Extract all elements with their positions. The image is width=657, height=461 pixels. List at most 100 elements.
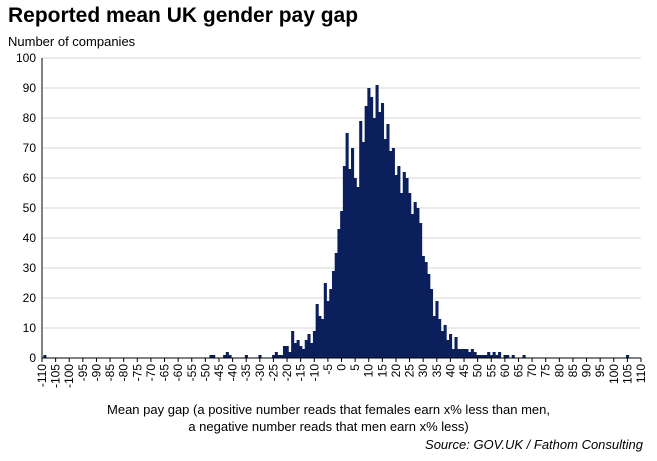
x-tick-label: 35 xyxy=(430,364,444,378)
y-tick-label: 50 xyxy=(23,201,37,215)
x-tick-label: -15 xyxy=(294,364,308,382)
histogram-bar xyxy=(356,187,360,358)
x-tick-marks xyxy=(41,358,642,362)
histogram-bar xyxy=(394,175,398,358)
y-tick-label: 20 xyxy=(23,291,37,305)
x-tick-labels: -110 -105 -100 -95 -90 -85 -80 -75 -70 -65 -60 -55-… xyxy=(35,364,648,388)
histogram-bar xyxy=(372,118,376,358)
histogram-bar xyxy=(285,346,289,358)
x-tick-label: 25 xyxy=(403,364,417,378)
x-tick-label: 100 xyxy=(607,364,621,384)
histogram-bar xyxy=(511,355,515,358)
histogram-bar xyxy=(438,319,442,358)
x-tick-label: -90 xyxy=(89,364,103,382)
histogram-bar xyxy=(484,355,488,358)
histogram-bar xyxy=(380,103,385,358)
gridlines xyxy=(42,57,641,329)
histogram-bar xyxy=(457,349,461,358)
histogram-bar xyxy=(359,121,363,358)
histogram-bar xyxy=(440,331,444,358)
x-tick-label: -50 xyxy=(198,364,212,382)
x-tick-label: -20 xyxy=(280,364,294,382)
histogram-bar xyxy=(340,211,344,358)
histogram-bar xyxy=(378,112,382,358)
histogram-bar xyxy=(429,289,434,358)
histogram-bar xyxy=(43,355,47,358)
x-tick-label: -100 xyxy=(62,364,76,388)
histogram-bar xyxy=(421,256,425,358)
x-tick-label: -35 xyxy=(239,364,253,382)
x-tick-label: 75 xyxy=(539,364,553,378)
x-tick-label: 105 xyxy=(620,364,634,384)
histogram-bar xyxy=(492,352,496,358)
histogram-bar xyxy=(288,352,292,358)
y-tick-label: 40 xyxy=(23,231,37,245)
x-tick-label: -25 xyxy=(266,364,280,382)
y-axis-label: Number of companies xyxy=(8,34,136,49)
histogram-bar xyxy=(443,325,447,358)
x-tick-label: 65 xyxy=(511,364,525,378)
histogram-bar xyxy=(296,340,300,358)
histogram-bar xyxy=(408,193,412,358)
histogram-bars xyxy=(43,85,630,358)
x-tick-label: 50 xyxy=(471,364,485,378)
x-axis-label: Mean pay gap (a positive number reads th… xyxy=(0,401,657,435)
x-tick-label: 20 xyxy=(389,364,403,378)
histogram-bar xyxy=(342,166,346,358)
x-tick-label: -60 xyxy=(171,364,185,382)
histogram-bar xyxy=(345,133,349,358)
histogram-bar xyxy=(209,355,213,358)
x-tick-label: -75 xyxy=(130,364,144,382)
x-tick-label: -55 xyxy=(185,364,199,382)
x-tick-label: -85 xyxy=(103,364,117,382)
histogram-bar xyxy=(302,349,306,358)
x-tick-label: -40 xyxy=(226,364,240,382)
x-tick-label: 15 xyxy=(375,364,389,378)
histogram-bar xyxy=(446,340,450,358)
histogram-bar xyxy=(416,208,420,358)
histogram-bar xyxy=(427,274,431,358)
x-tick-label: -45 xyxy=(212,364,226,382)
histogram-bar xyxy=(223,355,227,358)
histogram-bar xyxy=(274,352,278,358)
histogram-bar xyxy=(337,229,341,358)
histogram-bar xyxy=(465,349,469,358)
x-axis-label-line1: Mean pay gap (a positive number reads th… xyxy=(107,402,550,417)
x-tick-label: -65 xyxy=(158,364,172,382)
histogram-bar xyxy=(348,169,352,358)
x-tick-label: 40 xyxy=(443,364,457,378)
histogram-bar xyxy=(299,346,303,358)
histogram-bar xyxy=(454,337,458,358)
histogram-bar xyxy=(389,151,393,358)
histogram-bar xyxy=(258,355,262,358)
histogram-bar xyxy=(312,331,316,358)
histogram-bar xyxy=(424,262,428,358)
histogram-bar xyxy=(244,355,248,358)
histogram-bar xyxy=(487,352,491,358)
histogram-bar xyxy=(326,301,330,358)
histogram-bar xyxy=(282,346,287,358)
y-tick-label: 70 xyxy=(23,141,37,155)
histogram-bar xyxy=(397,166,401,358)
histogram-bar xyxy=(476,355,480,358)
x-tick-label: 110 xyxy=(634,364,648,383)
histogram-bar xyxy=(498,352,502,358)
histogram-bar xyxy=(280,355,284,358)
histogram-bar xyxy=(323,283,327,358)
histogram-bar xyxy=(462,349,466,358)
histogram-bar xyxy=(321,319,325,358)
histogram-bar xyxy=(375,85,379,358)
x-tick-label: 10 xyxy=(362,364,376,378)
histogram-bar xyxy=(435,301,439,358)
histogram-bar xyxy=(503,355,507,358)
histogram-bar xyxy=(293,343,297,358)
histogram-bar xyxy=(432,316,436,358)
histogram-bar xyxy=(212,355,216,358)
chart-title: Reported mean UK gender pay gap xyxy=(8,4,359,27)
histogram-bar xyxy=(402,172,406,358)
y-tick-label: 100 xyxy=(16,51,36,65)
histogram-bar xyxy=(353,178,357,358)
x-tick-label: -5 xyxy=(321,364,335,375)
histogram-bar xyxy=(478,355,483,358)
histogram-bar xyxy=(449,334,453,358)
